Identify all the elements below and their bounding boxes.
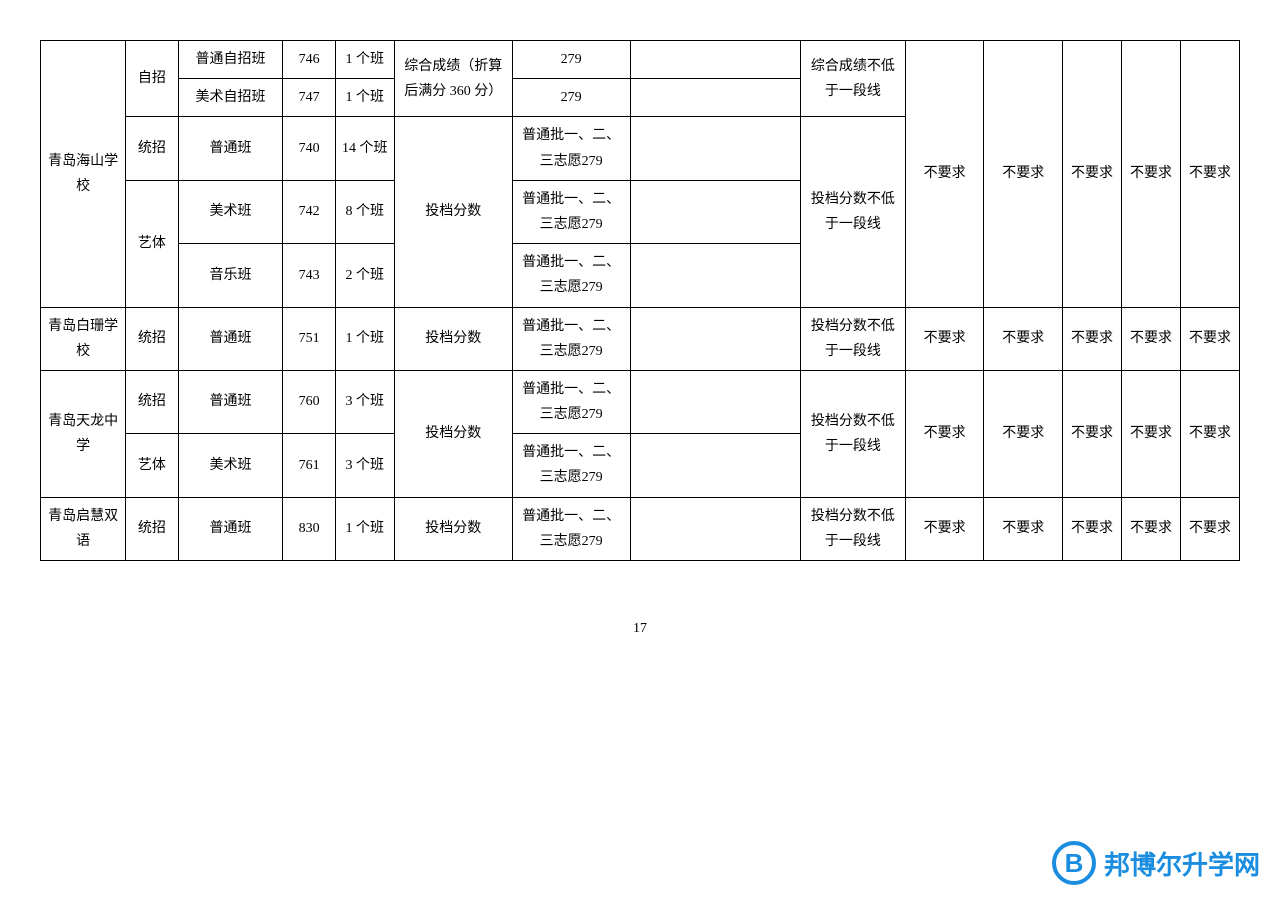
req12: 不要求 — [1063, 307, 1122, 370]
code: 747 — [283, 79, 335, 117]
table-row: 青岛启慧双语 统招 普通班 830 1 个班 投档分数 普通批一、二、三志愿27… — [41, 497, 1240, 560]
v7: 279 — [512, 41, 630, 79]
v8 — [630, 41, 800, 79]
req10: 不要求 — [905, 497, 984, 560]
req11: 不要求 — [984, 370, 1063, 497]
class-name: 美术班 — [178, 180, 283, 243]
category: 统招 — [126, 117, 178, 180]
num: 1 个班 — [335, 79, 394, 117]
class-name: 普通班 — [178, 370, 283, 433]
req14: 不要求 — [1180, 307, 1239, 370]
page-number: 17 — [40, 621, 1240, 637]
code: 743 — [283, 244, 335, 307]
req12: 不要求 — [1063, 41, 1122, 308]
table-row: 青岛海山学校 自招 普通自招班 746 1 个班 综合成绩（折算后满分 360 … — [41, 41, 1240, 79]
category: 统招 — [126, 370, 178, 433]
logo-icon: B — [1052, 841, 1096, 885]
v7: 普通批一、二、三志愿279 — [512, 180, 630, 243]
class-name: 普通班 — [178, 117, 283, 180]
code: 760 — [283, 370, 335, 433]
req13: 不要求 — [1122, 307, 1181, 370]
score-type: 综合成绩（折算后满分 360 分） — [394, 41, 512, 117]
class-name: 普通自招班 — [178, 41, 283, 79]
school-name: 青岛天龙中学 — [41, 370, 126, 497]
score-type: 投档分数 — [394, 497, 512, 560]
code: 746 — [283, 41, 335, 79]
table-row: 青岛白珊学校 统招 普通班 751 1 个班 投档分数 普通批一、二、三志愿27… — [41, 307, 1240, 370]
req12: 不要求 — [1063, 370, 1122, 497]
table-row: 青岛天龙中学 统招 普通班 760 3 个班 投档分数 普通批一、二、三志愿27… — [41, 370, 1240, 433]
req14: 不要求 — [1180, 41, 1239, 308]
class-name: 音乐班 — [178, 244, 283, 307]
limit: 投档分数不低于一段线 — [800, 370, 905, 497]
school-name: 青岛海山学校 — [41, 41, 126, 308]
class-name: 普通班 — [178, 497, 283, 560]
v8 — [630, 244, 800, 307]
num: 8 个班 — [335, 180, 394, 243]
num: 2 个班 — [335, 244, 394, 307]
code: 761 — [283, 434, 335, 497]
v8 — [630, 434, 800, 497]
req13: 不要求 — [1122, 370, 1181, 497]
v8 — [630, 180, 800, 243]
school-name: 青岛白珊学校 — [41, 307, 126, 370]
score-type: 投档分数 — [394, 307, 512, 370]
v7: 普通批一、二、三志愿279 — [512, 497, 630, 560]
score-type: 投档分数 — [394, 117, 512, 307]
num: 3 个班 — [335, 370, 394, 433]
req13: 不要求 — [1122, 497, 1181, 560]
num: 1 个班 — [335, 41, 394, 79]
req13: 不要求 — [1122, 41, 1181, 308]
category: 统招 — [126, 497, 178, 560]
req11: 不要求 — [984, 497, 1063, 560]
site-watermark: B 邦博尔升学网 — [1052, 841, 1260, 885]
code: 740 — [283, 117, 335, 180]
req14: 不要求 — [1180, 497, 1239, 560]
v8 — [630, 307, 800, 370]
class-name: 美术自招班 — [178, 79, 283, 117]
watermark-text: 邦博尔升学网 — [1104, 845, 1260, 882]
num: 1 个班 — [335, 307, 394, 370]
v7: 普通批一、二、三志愿279 — [512, 307, 630, 370]
school-name: 青岛启慧双语 — [41, 497, 126, 560]
req11: 不要求 — [984, 41, 1063, 308]
category: 自招 — [126, 41, 178, 117]
category: 艺体 — [126, 434, 178, 497]
code: 751 — [283, 307, 335, 370]
v7: 279 — [512, 79, 630, 117]
category: 艺体 — [126, 180, 178, 307]
req10: 不要求 — [905, 370, 984, 497]
admissions-table: 青岛海山学校 自招 普通自招班 746 1 个班 综合成绩（折算后满分 360 … — [40, 40, 1240, 561]
v8 — [630, 370, 800, 433]
v8 — [630, 117, 800, 180]
limit: 综合成绩不低于一段线 — [800, 41, 905, 117]
v7: 普通批一、二、三志愿279 — [512, 244, 630, 307]
category: 统招 — [126, 307, 178, 370]
v7: 普通批一、二、三志愿279 — [512, 434, 630, 497]
code: 742 — [283, 180, 335, 243]
num: 1 个班 — [335, 497, 394, 560]
req10: 不要求 — [905, 41, 984, 308]
req10: 不要求 — [905, 307, 984, 370]
class-name: 普通班 — [178, 307, 283, 370]
code: 830 — [283, 497, 335, 560]
num: 3 个班 — [335, 434, 394, 497]
num: 14 个班 — [335, 117, 394, 180]
limit: 投档分数不低于一段线 — [800, 307, 905, 370]
v7: 普通批一、二、三志愿279 — [512, 117, 630, 180]
req14: 不要求 — [1180, 370, 1239, 497]
v8 — [630, 497, 800, 560]
req12: 不要求 — [1063, 497, 1122, 560]
limit: 投档分数不低于一段线 — [800, 117, 905, 307]
class-name: 美术班 — [178, 434, 283, 497]
v8 — [630, 79, 800, 117]
score-type: 投档分数 — [394, 370, 512, 497]
v7: 普通批一、二、三志愿279 — [512, 370, 630, 433]
limit: 投档分数不低于一段线 — [800, 497, 905, 560]
req11: 不要求 — [984, 307, 1063, 370]
